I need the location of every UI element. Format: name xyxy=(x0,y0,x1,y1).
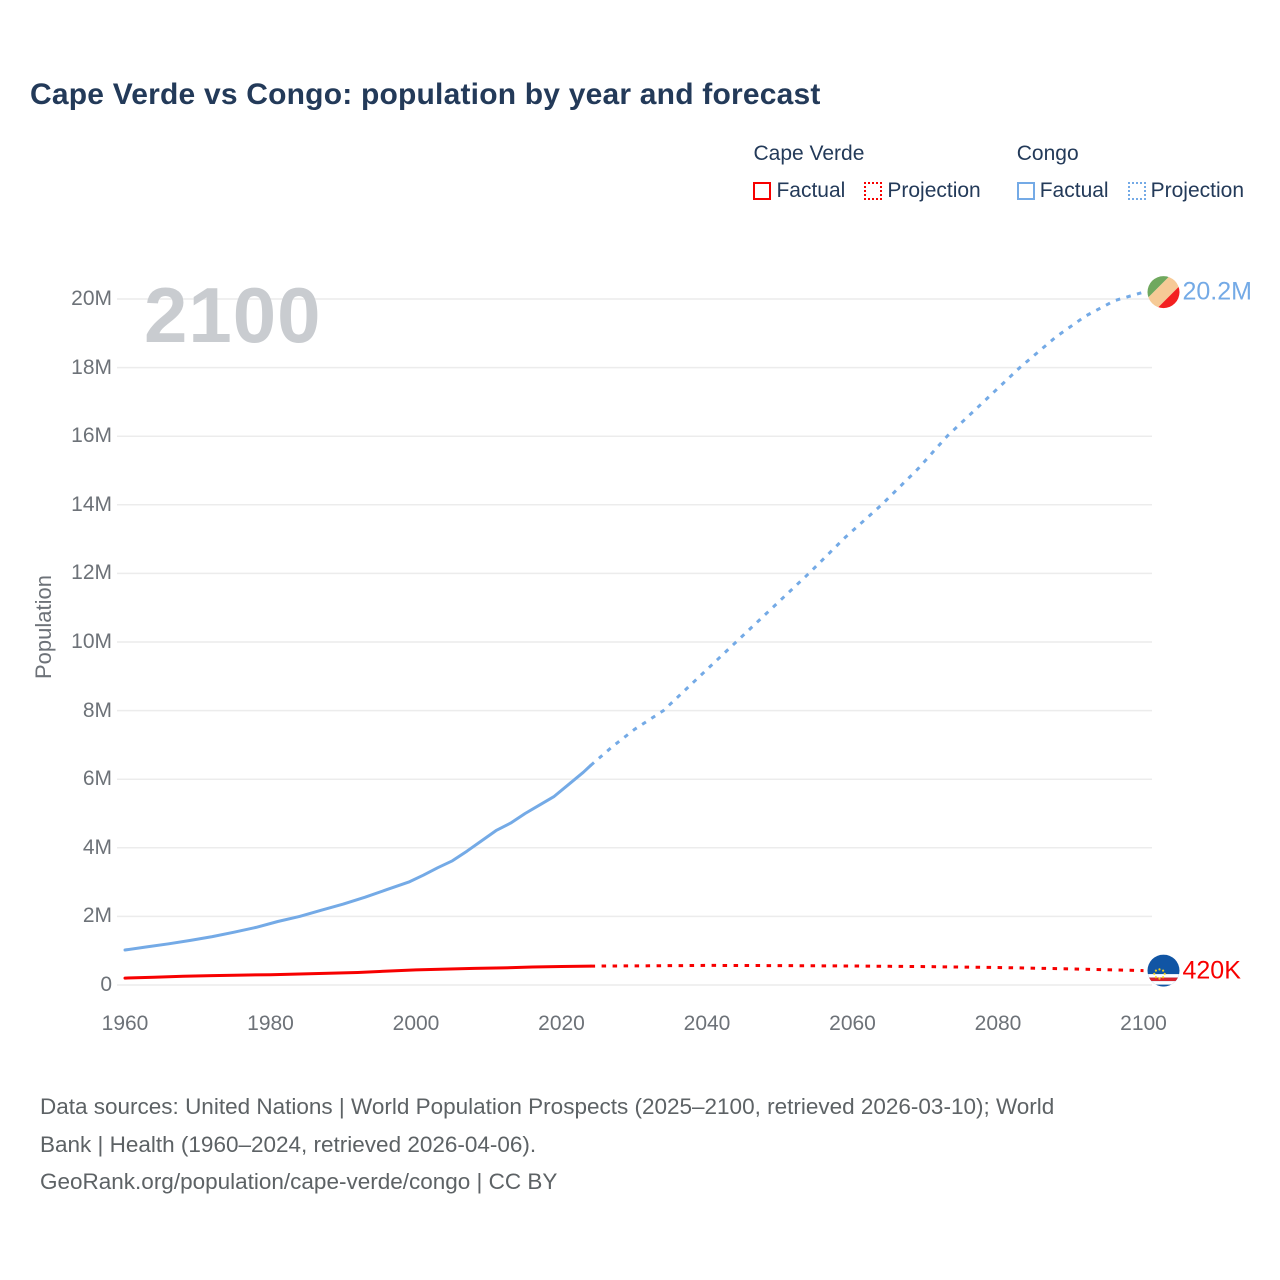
cape-verde-end-value-label: 420K xyxy=(1182,956,1241,985)
x-tick-label: 2060 xyxy=(829,1012,876,1035)
cape-verde-flag-icon xyxy=(1147,954,1180,987)
chart-legend: Cape Verde Factual Projection Congo Factual P… xyxy=(753,142,1244,203)
legend-item-label: Projection xyxy=(887,179,981,202)
legend-group-title: Cape Verde xyxy=(753,142,865,165)
dotted-line-swatch-icon xyxy=(1127,182,1146,200)
cape-verde-factual-line[interactable] xyxy=(123,964,593,980)
x-tick-label: 2000 xyxy=(392,1012,440,1035)
footer-line: Bank | Health (1960–2024, retrieved 2026… xyxy=(40,1131,537,1157)
x-tick-label: 2040 xyxy=(683,1012,731,1035)
y-tick-label: 18M xyxy=(71,355,112,379)
x-tick-label: 2080 xyxy=(974,1012,1022,1035)
x-tick-label: 1980 xyxy=(247,1012,294,1035)
x-tick-label: 2100 xyxy=(1120,1012,1167,1035)
y-tick-label: 10M xyxy=(71,630,112,653)
page-title: Cape Verde vs Congo: population by year … xyxy=(30,78,821,111)
gridlines xyxy=(117,298,1152,986)
footer-line: GeoRank.org/population/cape-verde/congo … xyxy=(40,1169,558,1194)
legend-items-row: Factual Projection xyxy=(753,179,981,203)
y-tick-label: 20M xyxy=(71,287,112,310)
solid-line-swatch-icon xyxy=(1016,182,1035,200)
y-tick-label: 8M xyxy=(82,698,112,722)
year-watermark: 2100 xyxy=(144,271,322,359)
legend-item-congo-factual[interactable]: Factual xyxy=(1016,179,1109,203)
y-tick-label: 2M xyxy=(82,904,112,928)
legend-item-label: Factual xyxy=(776,179,846,202)
y-tick-label: 12M xyxy=(71,561,112,585)
data-sources-footer: Data sources: United Nations | World Pop… xyxy=(40,1088,1260,1201)
y-tick-label: 0 xyxy=(100,973,112,996)
footer-line: Data sources: United Nations | World Pop… xyxy=(40,1094,1055,1119)
congo-factual-line[interactable] xyxy=(123,764,593,952)
congo-flag-icon xyxy=(1147,276,1180,309)
y-axis-title: Population xyxy=(31,575,56,679)
legend-item-cape-verde-factual[interactable]: Factual xyxy=(753,179,845,203)
legend-group-cape-verde: Cape Verde Factual Projection xyxy=(753,142,981,203)
legend-item-label: Factual xyxy=(1039,179,1109,202)
congo-projection-line[interactable] xyxy=(589,290,1144,767)
y-tick-label: 16M xyxy=(71,424,112,448)
legend-group-title: Congo xyxy=(1016,142,1079,165)
dotted-line-swatch-icon xyxy=(864,182,883,200)
series-lines xyxy=(123,290,1144,980)
y-tick-label: 4M xyxy=(82,835,112,859)
y-tick-label: 6M xyxy=(82,767,112,791)
legend-item-congo-projection[interactable]: Projection xyxy=(1127,179,1244,203)
legend-item-label: Projection xyxy=(1150,179,1244,202)
y-tick-label: 14M xyxy=(71,492,112,516)
legend-group-congo: Congo Factual Projection xyxy=(1016,142,1244,203)
x-tick-label: 2020 xyxy=(538,1012,585,1035)
cape-verde-projection-line[interactable] xyxy=(590,963,1144,973)
x-tick-label: 1960 xyxy=(101,1012,149,1035)
solid-line-swatch-icon xyxy=(753,182,772,200)
legend-items-row: Factual Projection xyxy=(1016,179,1244,203)
legend-item-cape-verde-projection[interactable]: Projection xyxy=(864,179,981,203)
congo-end-value-label: 20.2M xyxy=(1182,277,1252,306)
